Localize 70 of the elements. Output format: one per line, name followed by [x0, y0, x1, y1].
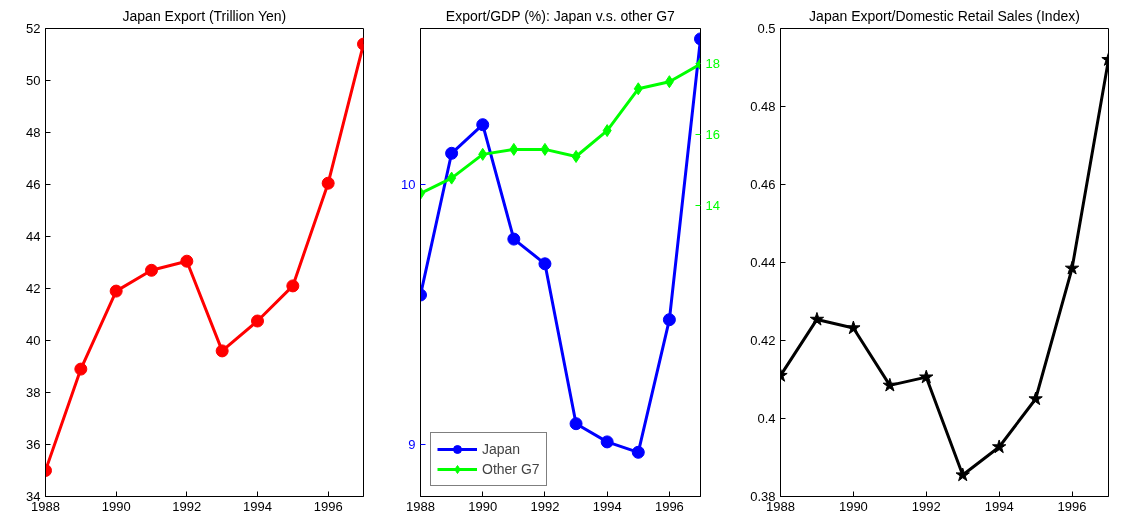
y-tick-label: 52: [26, 21, 41, 36]
y2-tick-label: 16: [705, 127, 720, 143]
point: [569, 417, 583, 431]
x-tick-label: 1996: [654, 498, 684, 514]
point: [109, 284, 123, 298]
y2-tick-label: 18: [705, 56, 720, 72]
y-tick-label: 48: [26, 125, 41, 140]
y-tick-label: 0.5: [757, 21, 776, 36]
point: [571, 149, 581, 163]
point: [74, 362, 88, 376]
x-tick-label: 1994: [243, 498, 272, 514]
point: [600, 435, 614, 449]
point: [507, 232, 521, 246]
x-tick-label: 1990: [468, 498, 498, 514]
y-tick-label: 42: [26, 281, 41, 296]
point: [662, 313, 676, 327]
point: [602, 124, 612, 138]
y-tick-label: 38: [26, 385, 41, 400]
point: [919, 369, 934, 384]
legend-label: Other G7: [482, 461, 540, 477]
x-tick-label: 1994: [592, 498, 622, 514]
point: [180, 254, 194, 268]
y-tick-label: 0.4: [757, 411, 776, 426]
x-tick-label: 1992: [172, 498, 202, 514]
x-tick-label: 1996: [1057, 498, 1087, 514]
point: [633, 82, 643, 96]
y-tick-label: 50: [26, 73, 41, 88]
y-tick-label: 0.44: [750, 255, 776, 270]
y2-tick-label: 14: [705, 198, 720, 214]
x-tick-label: 1992: [911, 498, 941, 514]
point: [846, 320, 861, 335]
point: [540, 142, 550, 156]
x-tick-label: 1996: [313, 498, 343, 514]
chart-title: Japan Export (Trillion Yen): [122, 7, 287, 24]
point: [809, 311, 825, 326]
point: [992, 439, 1007, 454]
y-tick-label: 40: [26, 333, 41, 348]
y-tick-label: 44: [26, 229, 41, 244]
point: [476, 118, 490, 132]
point: [664, 75, 674, 89]
x-tick-label: 1988: [406, 498, 435, 514]
x-tick-label: 1992: [530, 498, 560, 514]
x-tick-label: 1990: [101, 498, 131, 514]
y-tick-label: 0.48: [750, 99, 776, 114]
y-tick-label: 46: [26, 177, 41, 192]
x-tick-label: 1994: [984, 498, 1014, 514]
legend-label: Japan: [482, 441, 521, 457]
point: [251, 314, 264, 328]
point: [1064, 260, 1080, 275]
point: [321, 176, 335, 190]
point: [631, 445, 645, 459]
y-tick-label: 0.46: [750, 177, 776, 192]
point: [145, 263, 158, 277]
point: [509, 142, 519, 156]
point: [1028, 391, 1043, 406]
chart-title: Export/GDP (%): Japan v.s. other G7: [445, 7, 676, 24]
point: [215, 344, 229, 358]
y-tick-label: 9: [408, 437, 416, 452]
point: [955, 467, 970, 482]
point: [882, 377, 897, 392]
chart-title: Japan Export/Domestic Retail Sales (Index): [809, 7, 1080, 24]
point: [447, 171, 457, 185]
point: [445, 146, 459, 160]
y-tick-label: 10: [401, 177, 416, 192]
y-tick-label: 0.42: [750, 333, 776, 348]
point: [538, 257, 552, 271]
x-tick-label: 1990: [838, 498, 868, 514]
point: [478, 147, 488, 161]
point: [286, 279, 300, 293]
y-tick-label: 36: [26, 437, 41, 452]
